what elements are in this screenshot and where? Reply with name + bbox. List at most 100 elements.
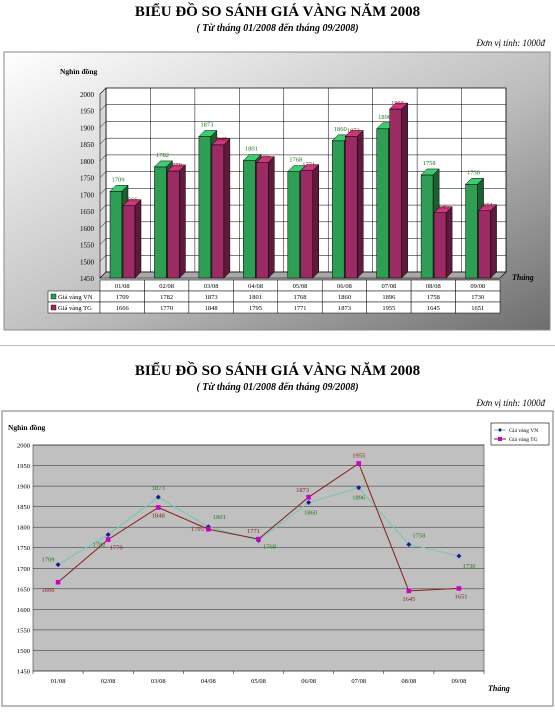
bar-chart-unit: Đơn vị tính: 1000đ	[476, 38, 545, 48]
bar-tg-0	[122, 205, 136, 279]
line-point-tg-4	[256, 536, 261, 542]
line-chart-x-tick-label: 08/08	[401, 678, 416, 685]
bar-tg-1	[167, 170, 180, 279]
line-data-label-vn-4: 1768	[263, 543, 276, 550]
bar-table-legend-key-tg	[50, 304, 57, 311]
line-data-label-vn-8: 1730	[462, 563, 475, 570]
bar-chart-gridline-side	[99, 121, 107, 128]
line-data-label-tg-6: 1955	[352, 452, 365, 459]
bar-table-value-tg: 1873	[338, 305, 351, 312]
bar-chart-side-wall	[99, 87, 107, 279]
bar-table-value-tg: 1955	[382, 305, 395, 312]
line-chart-x-tick-label: 03/08	[151, 678, 166, 685]
line-point-vn-8	[456, 553, 462, 559]
line-legend-label-tg: Giá vàng TG	[509, 437, 538, 443]
bar-chart-x-tick-label: 02/08	[159, 283, 174, 290]
bar-chart-y-tick-label: 1600	[80, 225, 95, 233]
bar-table-cell	[455, 301, 501, 314]
bar-table-value-tg: 1795	[249, 305, 262, 312]
bar-data-label-vn-2: 1873	[200, 121, 213, 128]
line-point-vn-2	[155, 494, 161, 500]
line-chart-title: BIỂU ĐỒ SO SÁNH GIÁ VÀNG NĂM 2008	[134, 363, 421, 379]
bar-data-label-tg-4: 1771	[302, 162, 315, 169]
line-chart-y-tick-label: 1600	[17, 607, 30, 614]
line-chart-y-tick-label: 1500	[17, 648, 30, 655]
bar-chart-y-tick-label: 1450	[80, 275, 95, 283]
line-chart-y-tick-label: 1750	[17, 545, 30, 552]
line-chart-y-axis-label: Nghìn đồng	[8, 423, 46, 432]
bar-side-tg-3	[268, 155, 275, 279]
line-chart-x-tick-label: 04/08	[201, 678, 216, 685]
bar-vn-6	[376, 128, 389, 279]
bar-vn-4	[287, 171, 301, 279]
bar-tg-2	[211, 144, 225, 279]
bar-tg-3	[256, 162, 269, 279]
bar-data-label-vn-6: 1896	[378, 114, 392, 121]
bar-chart-y-axis-label: Nghìn đồng	[60, 67, 98, 76]
bar-chart-x-tick-label: 03/08	[204, 283, 219, 290]
bar-data-label-tg-7: 1645	[436, 204, 449, 211]
bar-table-legend-label-tg: Giá vàng TG	[58, 305, 92, 312]
line-point-tg-0	[55, 579, 61, 585]
line-point-vn-0	[55, 562, 61, 568]
bar-chart-y-tick-label: 1500	[80, 258, 95, 266]
bar-vn-8	[465, 184, 478, 279]
bar-vn-3	[243, 160, 256, 279]
bar-data-label-tg-0: 1666	[125, 197, 139, 204]
bar-table-value-vn: 1896	[382, 294, 396, 301]
bar-table-value-tg: 1771	[294, 305, 307, 312]
line-legend-marker-vn	[498, 428, 502, 432]
bar-table-value-tg: 1770	[160, 305, 173, 312]
line-point-tg-3	[206, 526, 211, 532]
bar-side-tg-6	[401, 102, 408, 279]
bar-side-tg-7	[445, 206, 453, 279]
bar-chart-x-axis-label: Tháng	[512, 273, 534, 282]
line-data-label-tg-5: 1873	[296, 487, 309, 494]
bar-table-value-vn: 1758	[427, 294, 440, 301]
line-data-label-tg-1: 1770	[110, 545, 123, 552]
bar-table-legend-key-vn	[50, 293, 57, 300]
bar-side-tg-2	[223, 138, 231, 279]
line-point-tg-6	[356, 461, 362, 466]
line-chart-y-tick-label: 1950	[17, 463, 30, 470]
bar-chart-x-tick-label: 08/08	[426, 283, 441, 290]
bar-data-label-tg-1: 1770	[169, 162, 182, 169]
line-chart-x-tick-label: 05/08	[251, 678, 266, 685]
bar-chart-gridline-side	[99, 188, 107, 195]
bar-table-value-vn: 1709	[116, 294, 129, 301]
bar-data-label-vn-4: 1768	[289, 157, 302, 164]
bar-chart-gridline-side	[99, 104, 107, 111]
bar-vn-1	[154, 166, 167, 279]
line-point-tg-8	[456, 586, 462, 591]
bar-data-label-tg-8: 1651	[480, 202, 493, 209]
line-chart-y-tick-label: 1850	[17, 504, 30, 511]
bar-side-tg-4	[312, 164, 320, 279]
line-chart: 1450 1500 1550 1600 1650 1700 1750 1800 1850 1900…	[1, 410, 554, 707]
line-data-label-vn-1: 1782	[93, 542, 106, 549]
line-data-label-tg-8: 1651	[454, 593, 467, 600]
bar-chart-gridline-side	[99, 87, 107, 95]
bar-data-label-tg-2: 1848	[213, 136, 226, 143]
bar-side-tg-5	[356, 129, 364, 279]
line-chart-y-tick-label: 1450	[17, 669, 30, 676]
line-chart-y-tick-label: 2000	[17, 443, 30, 450]
bar-chart-y-tick-label: 1850	[80, 141, 95, 149]
bar-chart-gridline-side	[99, 204, 107, 212]
line-data-label-vn-5: 1860	[304, 510, 317, 517]
bar-chart-x-tick-label: 06/08	[337, 283, 352, 290]
bar-chart-gridline-side	[99, 171, 107, 178]
bar-table-value-vn: 1860	[338, 294, 351, 301]
bar-table-value-vn: 1801	[249, 294, 262, 301]
bar-tg-7	[433, 212, 447, 279]
bar-chart-x-tick-label: 07/08	[381, 283, 396, 290]
bar-table-legend-label-vn: Giá vàng VN	[58, 294, 93, 301]
bar-data-label-vn-5: 1860	[334, 126, 347, 133]
line-chart-y-tick-label: 1900	[17, 484, 30, 491]
bar-data-label-vn-1: 1782	[156, 152, 169, 159]
bar-chart-gridline-side	[99, 238, 107, 245]
line-point-tg-2	[155, 505, 161, 510]
bar-vn-7	[420, 174, 434, 279]
bar-chart-gridline-side	[99, 154, 107, 162]
bar-chart-y-tick-label: 1650	[80, 208, 95, 216]
bar-side-tg-0	[134, 199, 142, 279]
